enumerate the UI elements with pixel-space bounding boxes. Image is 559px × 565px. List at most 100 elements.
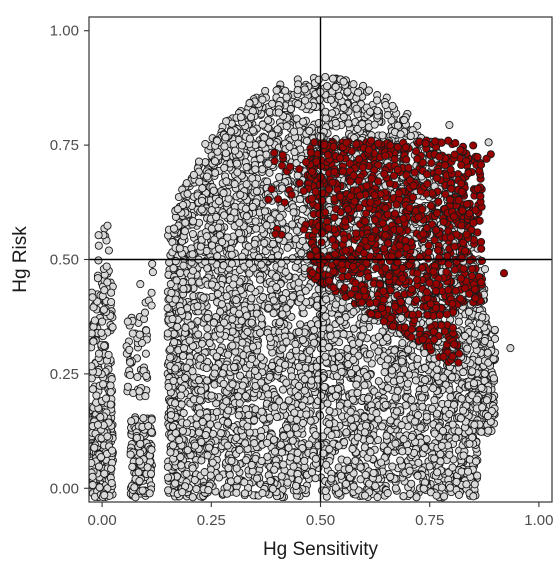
scatter-point	[194, 157, 204, 166]
scatter-point	[90, 443, 99, 452]
scatter-point	[194, 428, 204, 437]
scatter-point	[130, 483, 139, 492]
scatter-point	[252, 474, 262, 483]
scatter-point	[106, 388, 115, 397]
scatter-point	[94, 241, 103, 250]
scatter-point	[395, 375, 404, 384]
scatter-point	[136, 439, 145, 448]
scatter-point	[468, 367, 477, 376]
scatter-point	[278, 184, 287, 193]
scatter-point	[407, 395, 416, 404]
scatter-point	[210, 369, 219, 378]
scatter-point	[298, 205, 307, 214]
scatter-point	[457, 394, 466, 403]
scatter-point	[103, 278, 112, 287]
scatter-point	[132, 433, 141, 442]
scatter-point	[107, 288, 116, 297]
scatter-point	[203, 332, 212, 341]
scatter-point	[183, 446, 192, 455]
data-points	[89, 72, 515, 502]
scatter-point	[182, 179, 191, 188]
scatter-point	[148, 268, 157, 277]
scatter-point	[382, 431, 391, 440]
scatter-point	[187, 277, 196, 286]
scatter-point	[89, 293, 97, 302]
scatter-point	[226, 477, 236, 486]
scatter-point	[294, 362, 303, 371]
scatter-point	[411, 376, 420, 385]
scatter-point	[469, 379, 479, 388]
scatter-point	[135, 387, 144, 396]
scatter-point	[264, 390, 273, 399]
scatter-point	[222, 117, 231, 126]
scatter-point	[104, 350, 113, 359]
scatter-point	[331, 483, 340, 492]
scatter-point	[380, 368, 389, 377]
scatter-point	[206, 420, 215, 429]
scatter-point	[314, 118, 323, 128]
scatter-point	[311, 454, 320, 463]
scatter-point	[188, 229, 197, 239]
scatter-point	[448, 373, 457, 382]
scatter-point	[325, 406, 334, 415]
scatter-point	[484, 426, 493, 435]
scatter-point	[416, 423, 425, 432]
scatter-point	[214, 473, 224, 482]
scatter-point	[126, 371, 135, 380]
scatter-point	[100, 469, 109, 478]
scatter-point	[99, 380, 108, 389]
scatter-point	[89, 385, 97, 394]
scatter-point	[225, 470, 234, 479]
scatter-point	[230, 179, 239, 189]
scatter-point	[215, 244, 224, 253]
scatter-point	[460, 331, 470, 341]
scatter-point	[351, 456, 360, 465]
scatter-point	[177, 400, 186, 409]
scatter-point	[106, 400, 115, 409]
scatter-point	[97, 328, 106, 337]
scatter-point	[464, 307, 474, 316]
scatter-point	[135, 476, 144, 486]
scatter-point	[123, 317, 132, 326]
scatter-point	[353, 388, 362, 397]
scatter-point	[282, 93, 291, 102]
scatter-point	[289, 208, 298, 217]
scatter-point	[185, 336, 194, 345]
scatter-point	[100, 341, 109, 350]
scatter-point	[325, 324, 334, 333]
scatter-point	[328, 74, 338, 83]
scatter-point	[126, 450, 135, 459]
scatter-point	[349, 80, 358, 89]
scatter-point	[223, 489, 232, 498]
scatter-point	[404, 345, 413, 354]
scatter-point	[323, 399, 332, 408]
scatter-point	[107, 375, 116, 384]
scatter-point	[349, 307, 358, 316]
scatter-point	[89, 337, 98, 346]
scatter-point	[259, 414, 268, 423]
scatter-point	[218, 369, 227, 378]
scatter-point	[145, 489, 154, 498]
scatter-point	[233, 475, 242, 484]
scatter-point	[131, 493, 140, 502]
scatter-point	[287, 372, 296, 381]
scatter-point	[263, 438, 272, 447]
scatter-point	[164, 486, 173, 495]
scatter-point	[250, 439, 259, 448]
scatter-point	[201, 430, 210, 440]
scatter-point	[286, 104, 295, 114]
scatter-point	[310, 338, 319, 347]
scatter-point	[128, 462, 137, 471]
scatter-point	[179, 344, 189, 353]
scatter-point	[278, 344, 287, 353]
scatter-point	[108, 323, 117, 332]
scatter-point	[234, 411, 243, 420]
scatter-point	[283, 478, 292, 487]
scatter-point	[213, 289, 222, 298]
scatter-point	[144, 421, 153, 431]
scatter-point	[314, 75, 323, 84]
scatter-point	[245, 99, 254, 108]
scatter-point	[147, 415, 156, 424]
scatter-point	[163, 462, 172, 471]
scatter-point	[139, 414, 148, 423]
